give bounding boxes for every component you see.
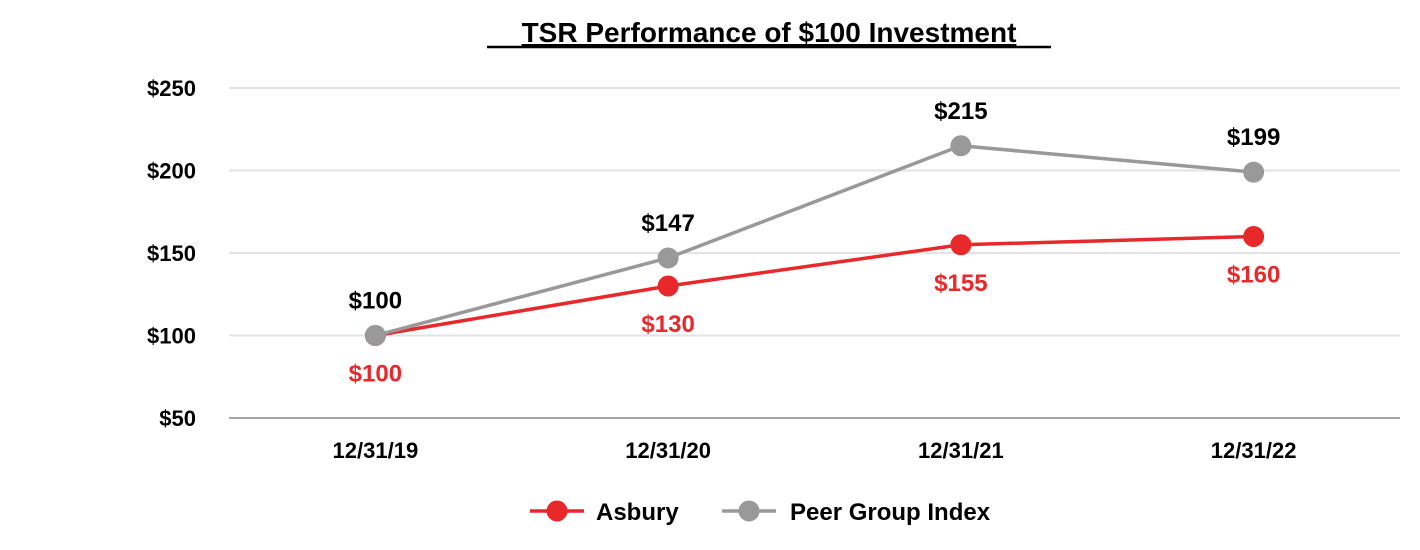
data-label-peer-group-index: $215 bbox=[934, 98, 987, 125]
series-line-peer-group-index bbox=[374, 144, 1254, 338]
data-point-asbury bbox=[950, 234, 972, 256]
legend: Asbury Peer Group Index bbox=[530, 499, 991, 526]
legend-marker-peer-group-index bbox=[738, 500, 760, 522]
data-label-peer-group-index: $147 bbox=[641, 210, 694, 237]
legend-marker-asbury bbox=[546, 500, 568, 522]
axis-layer: $50 $100 $150 $200 $250 12/31/19 12/31/20 12/31… bbox=[147, 76, 1296, 463]
y-tick-label: $250 bbox=[147, 76, 196, 101]
data-label-peer-group-index: $199 bbox=[1227, 124, 1280, 151]
data-label-peer-group-index: $100 bbox=[349, 288, 402, 315]
y-tick-label: $100 bbox=[147, 324, 196, 349]
x-tick-label: 12/31/22 bbox=[1211, 438, 1297, 463]
label-layer: $100 $130 $155 $160 $100 $147 $215 $199 bbox=[349, 98, 1281, 388]
grid-layer bbox=[229, 87, 1400, 419]
x-tick-label: 12/31/19 bbox=[333, 438, 419, 463]
data-point-peer-group-index bbox=[657, 247, 679, 269]
chart-title: TSR Performance of $100 Investment bbox=[522, 17, 1017, 48]
data-point-peer-group-index bbox=[950, 135, 972, 157]
series-layer bbox=[364, 135, 1265, 346]
data-label-asbury: $130 bbox=[641, 311, 694, 338]
legend-label-peer-group-index: Peer Group Index bbox=[790, 499, 991, 526]
data-point-asbury bbox=[657, 275, 679, 297]
series-line-asbury bbox=[375, 234, 1254, 338]
data-label-asbury: $100 bbox=[349, 361, 402, 388]
data-label-asbury: $155 bbox=[934, 270, 987, 297]
y-tick-label: $150 bbox=[147, 241, 196, 266]
x-tick-label: 12/31/20 bbox=[625, 438, 711, 463]
y-tick-label: $50 bbox=[159, 406, 196, 431]
data-point-asbury bbox=[1243, 226, 1265, 247]
legend-label-asbury: Asbury bbox=[596, 499, 679, 526]
x-tick-label: 12/31/21 bbox=[918, 438, 1004, 463]
data-point-peer-group-index bbox=[1243, 161, 1265, 183]
y-tick-label: $200 bbox=[147, 159, 196, 184]
data-point-peer-group-index bbox=[364, 325, 386, 346]
data-label-asbury: $160 bbox=[1227, 262, 1280, 289]
